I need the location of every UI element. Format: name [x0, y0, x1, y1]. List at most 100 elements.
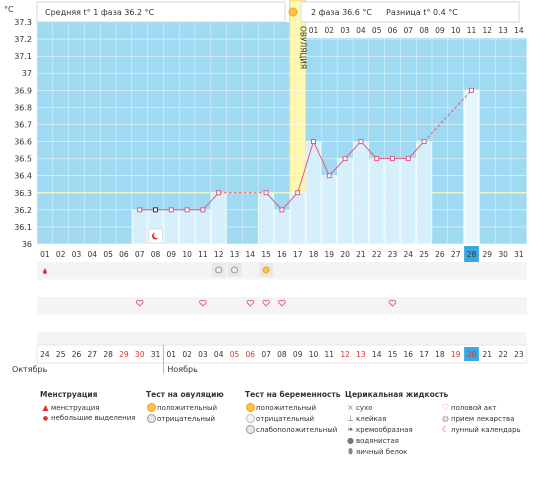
legend-pregnancy-negative: отрицательный [245, 413, 341, 424]
temperature-bar [274, 209, 290, 245]
phase2-day-label: 04 [356, 26, 366, 35]
temperature-point [184, 207, 190, 213]
temperature-line-segment [297, 141, 314, 193]
highlight-date-cell [464, 347, 479, 361]
temperature-line-segment [265, 192, 283, 211]
temperature-bar [289, 192, 306, 245]
sun-negative-icon [215, 266, 223, 274]
temperature-bar [368, 158, 385, 245]
sticky-icon: ⊥ [347, 414, 354, 423]
temperature-line-segment [202, 192, 220, 211]
cycle-day-label: 15 [261, 250, 271, 259]
phase2-day-label: 06 [388, 26, 398, 35]
calendar-date-label: 11 [325, 350, 335, 359]
calendar-date-label: 20 [467, 350, 477, 359]
heart-icon [199, 299, 207, 307]
temperature-bar [132, 209, 148, 245]
calendar-date-label: 21 [483, 350, 493, 359]
calendar-date-label: 16 [404, 350, 414, 359]
calendar-date-label: 12 [340, 350, 350, 359]
temperature-point [311, 139, 316, 145]
phase2-day-label: 13 [498, 26, 508, 35]
cycle-day-label: 12 [214, 250, 224, 259]
y-tick-label: 37.3 [14, 18, 32, 27]
temperature-bar [416, 141, 432, 245]
cycle-day-label: 11 [198, 250, 208, 259]
legend-lunar: ☾ лунный календарь [441, 425, 521, 434]
y-tick-label: 36.7 [14, 120, 32, 129]
month-october: Октябрь [12, 365, 48, 374]
bbt-chart: 36 36.1 36.2 36.3 36.4 36.5 36.6 36.7 36.8 36.9 37… [4, 0, 528, 374]
calendar-date-label: 29 [119, 350, 129, 359]
cycle-day-label: 14 [246, 250, 256, 259]
legend-ovulation-positive: положительный [146, 402, 224, 413]
cycle-day-label: 16 [277, 250, 287, 259]
cycle-day-label: 19 [325, 250, 335, 259]
y-tick-label: 36.8 [14, 103, 32, 112]
calendar-date-label: 30 [135, 350, 145, 359]
calendar-date-label: 25 [56, 350, 66, 359]
temperature-line-segment [360, 141, 378, 159]
y-tick-label: 36 [22, 240, 32, 249]
temperature-point [279, 207, 285, 213]
cycle-day-label: 09 [167, 250, 177, 259]
y-tick-label: 37.1 [14, 52, 32, 61]
temperature-point [374, 156, 380, 162]
plot-background [37, 22, 527, 244]
calendar-date-label: 27 [88, 350, 98, 359]
temperature-point [326, 173, 332, 179]
temperature-point [137, 207, 143, 213]
calendar-date-label: 26 [72, 350, 82, 359]
small-drop-icon: ● [42, 415, 49, 422]
creamy-icon: ❧ [347, 425, 354, 434]
month-november: Ноябрь [167, 365, 198, 374]
cycle-day-label: 29 [483, 250, 493, 259]
cross-icon: × [347, 403, 354, 412]
temperature-bar [195, 209, 211, 245]
phase2-day-label: 10 [451, 26, 461, 35]
pregnancy-weak-icon [246, 425, 255, 434]
temperature-line-segment [423, 89, 472, 142]
legend: Менструация ▲ менструация ● небольшие выде… [40, 390, 545, 470]
legend-medication: ◍ прием лекарства [442, 414, 515, 423]
phase2-day-label: 12 [483, 26, 493, 35]
legend-pregnancy-positive: положительный [245, 402, 341, 413]
moon-icon: ☾ [441, 425, 450, 434]
moon-icon-mask [153, 231, 161, 239]
y-tick-label: 36.6 [14, 138, 32, 147]
cycle-day-label: 10 [182, 250, 192, 259]
cycle-day-label: 17 [293, 250, 303, 259]
cycle-day-label: 22 [372, 250, 382, 259]
y-tick-label: 36.1 [14, 223, 32, 232]
calendar-date-label: 22 [498, 350, 508, 359]
legend-cervical-creamy: ❧ кремообразная [345, 424, 448, 435]
legend-ovulation-negative: отрицательный [146, 413, 224, 424]
legend-menstruation: ▲ менструация [40, 402, 136, 413]
legend-cervical-sticky: ⊥ клейкая [345, 413, 448, 424]
y-tick-label: 36.3 [14, 189, 32, 198]
cycle-day-label: 31 [514, 250, 524, 259]
calendar-date-label: 08 [277, 350, 287, 359]
cycle-day-label: 06 [119, 250, 129, 259]
calendar-date-label: 01 [167, 350, 177, 359]
calendar-date-label: 07 [261, 350, 271, 359]
calendar-date-label: 28 [103, 350, 113, 359]
sun-negative-icon [147, 414, 156, 423]
cycle-day-label: 07 [135, 250, 145, 259]
marker-row [37, 262, 527, 280]
temperature-bar [321, 175, 337, 245]
cycle-day-label: 20 [340, 250, 350, 259]
phase1-average: Средняя t° 1 фаза 36.2 °C [45, 8, 155, 17]
marker-row [37, 314, 527, 332]
temperature-bar [400, 158, 416, 245]
y-tick-label: 36.9 [14, 86, 32, 95]
calendar-date-label: 10 [309, 350, 319, 359]
legend-cervical-title: Церикальная жидкость [345, 390, 449, 399]
temperature-difference: Разница t° 0.4 °C [386, 8, 458, 17]
phase2-day-label: 08 [419, 26, 429, 35]
temperature-point [168, 207, 174, 213]
temperature-line-segment [328, 158, 346, 177]
temperature-line-segment [281, 192, 299, 211]
legend-intercourse: ♡ половой акт [441, 403, 497, 412]
y-unit-label: °C [4, 5, 14, 14]
